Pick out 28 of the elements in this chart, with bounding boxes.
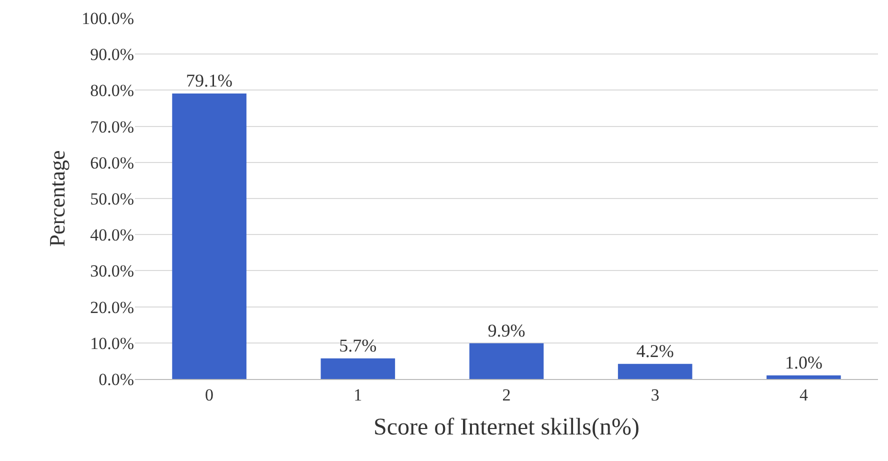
- bar: [172, 93, 246, 379]
- x-tick-label: 3: [650, 385, 660, 404]
- y-tick-label: 80.0%: [90, 81, 134, 100]
- data-label: 4.2%: [636, 340, 674, 361]
- y-axis-title: Percentage: [44, 150, 70, 247]
- y-tick-label: 10.0%: [90, 334, 134, 353]
- data-label: 5.7%: [339, 335, 377, 356]
- data-label: 1.0%: [784, 352, 822, 372]
- x-tick-label: 0: [205, 385, 214, 404]
- y-tick-label: 100.0%: [82, 8, 134, 28]
- y-tick-label: 50.0%: [90, 189, 134, 208]
- y-tick-label: 70.0%: [90, 117, 134, 136]
- y-tick-label: 40.0%: [90, 226, 134, 245]
- bar: [766, 375, 841, 379]
- bar: [618, 364, 692, 379]
- data-label: 9.9%: [488, 320, 526, 340]
- x-tick-label: 1: [354, 385, 362, 404]
- y-tick-label: 30.0%: [90, 262, 134, 281]
- x-axis-title: Score of Internet skills(n%): [374, 414, 640, 441]
- y-tick-label: 0.0%: [98, 370, 134, 389]
- y-tick-label: 90.0%: [90, 45, 134, 64]
- y-tick-label: 60.0%: [90, 153, 134, 172]
- x-tick-label: 2: [502, 385, 511, 404]
- data-label: 79.1%: [186, 70, 233, 90]
- bar: [320, 358, 396, 379]
- x-tick-label: 4: [799, 385, 808, 404]
- y-tick-label: 20.0%: [90, 298, 134, 317]
- bar: [469, 343, 544, 379]
